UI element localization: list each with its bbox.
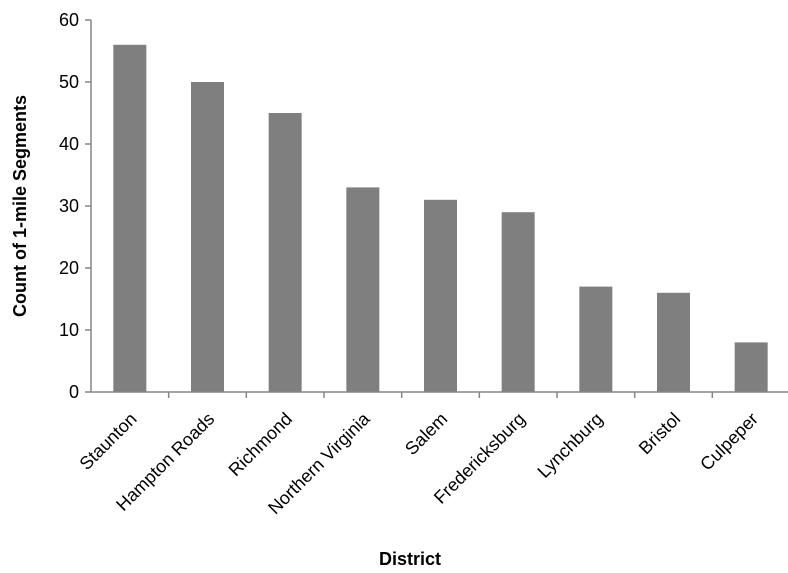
bar-northern-virginia — [346, 187, 380, 392]
y-tick-label: 20 — [59, 258, 79, 278]
bar-staunton — [113, 44, 147, 393]
y-tick-label: 40 — [59, 134, 79, 154]
y-ticks-group: 0 10 20 30 40 50 60 — [59, 10, 91, 402]
bar-lynchburg — [579, 286, 613, 392]
bars-group — [113, 44, 768, 393]
y-tick-label: 50 — [59, 72, 79, 92]
x-axis-title: District — [379, 549, 441, 569]
y-tick-label: 0 — [69, 382, 79, 402]
y-tick-label: 30 — [59, 196, 79, 216]
bar-richmond — [268, 113, 302, 392]
y-axis-title: Count of 1-mile Segments — [10, 95, 30, 317]
bar-salem — [424, 199, 457, 392]
bar-hampton-roads — [191, 82, 224, 392]
bar-fredericksburg — [501, 212, 535, 392]
x-tick-label: Salem — [401, 409, 451, 459]
bar-culpeper — [734, 342, 768, 392]
x-tick-label: Richmond — [225, 409, 296, 480]
bar-bristol — [657, 292, 690, 392]
x-tick-label: Bristol — [635, 409, 685, 459]
x-tick-label: Culpeper — [696, 409, 762, 475]
x-tick-label: Lynchburg — [534, 409, 607, 482]
x-tick-label: Staunton — [76, 409, 141, 474]
y-tick-label: 10 — [59, 320, 79, 340]
y-tick-label: 60 — [59, 10, 79, 30]
